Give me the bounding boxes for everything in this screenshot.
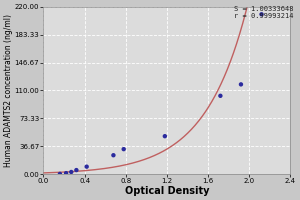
Point [111, 154, 116, 157]
Point [69, 170, 74, 174]
Text: S = 1.00333648
r = 0.99993214: S = 1.00333648 r = 0.99993214 [235, 6, 294, 19]
Point [162, 135, 167, 138]
Point [64, 172, 68, 175]
Point [74, 168, 79, 172]
Point [58, 172, 62, 175]
Point [84, 165, 89, 168]
Point [238, 83, 243, 86]
Point [259, 13, 264, 16]
Point [218, 94, 223, 97]
Point [121, 148, 126, 151]
Y-axis label: Human ADAMTS2 concentration (ng/ml): Human ADAMTS2 concentration (ng/ml) [4, 14, 13, 167]
X-axis label: Optical Density: Optical Density [125, 186, 209, 196]
